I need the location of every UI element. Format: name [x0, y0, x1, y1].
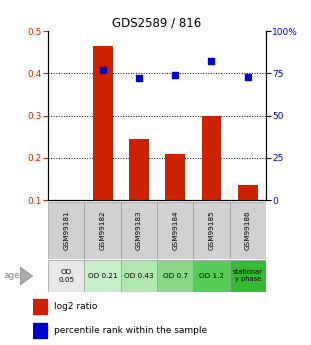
Text: OD 0.21: OD 0.21 [88, 273, 118, 279]
Polygon shape [20, 267, 33, 285]
Text: OD
0.05: OD 0.05 [58, 269, 74, 283]
Text: log2 ratio: log2 ratio [53, 302, 97, 311]
Bar [202, 116, 221, 200]
Text: OD 0.7: OD 0.7 [163, 273, 188, 279]
Text: age: age [3, 272, 20, 280]
Text: OD 1.2: OD 1.2 [199, 273, 224, 279]
Point [100, 67, 105, 73]
Bar [121, 260, 157, 292]
Text: GSM99186: GSM99186 [245, 210, 251, 250]
Point [173, 72, 178, 78]
Text: GSM99183: GSM99183 [136, 210, 142, 250]
Point [245, 74, 250, 79]
Point [137, 76, 142, 81]
Bar [121, 202, 157, 259]
Point [209, 59, 214, 64]
Bar [193, 260, 230, 292]
Bar [33, 323, 47, 338]
Bar [48, 260, 85, 292]
Bar [85, 202, 121, 259]
Text: GSM99184: GSM99184 [172, 210, 178, 250]
Bar [230, 260, 266, 292]
Bar [129, 139, 149, 200]
Text: GSM99182: GSM99182 [100, 210, 106, 250]
Bar [93, 46, 113, 200]
Bar [33, 299, 47, 314]
Bar [157, 260, 193, 292]
Bar [238, 185, 258, 200]
Bar [48, 202, 85, 259]
Bar [193, 202, 230, 259]
Bar [165, 154, 185, 200]
Text: GSM99185: GSM99185 [208, 210, 215, 250]
Text: GSM99181: GSM99181 [63, 210, 69, 250]
Bar [157, 202, 193, 259]
Bar [230, 202, 266, 259]
Text: percentile rank within the sample: percentile rank within the sample [53, 326, 207, 335]
Text: stationar
y phase: stationar y phase [233, 269, 263, 283]
Bar [85, 260, 121, 292]
Title: GDS2589 / 816: GDS2589 / 816 [113, 17, 202, 30]
Text: OD 0.43: OD 0.43 [124, 273, 154, 279]
